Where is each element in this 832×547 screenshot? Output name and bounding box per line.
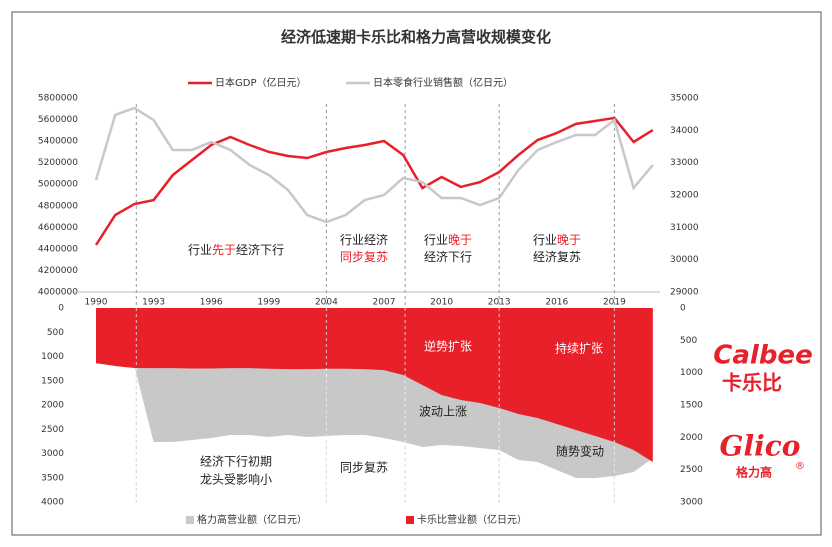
logo: Calbee xyxy=(713,341,812,371)
logo: 卡乐比 xyxy=(722,371,782,395)
y-tick-label: 2500 xyxy=(41,425,64,435)
annotation-part: 经济复苏 xyxy=(533,249,581,264)
y2-tick-label: 29000 xyxy=(670,288,699,298)
annotation-part: 行业 xyxy=(188,243,212,257)
x-tick-label: 1990 xyxy=(85,298,108,308)
y-tick-label: 1500 xyxy=(41,376,64,386)
x-tick-label: 1999 xyxy=(257,298,280,308)
y2-tick-label: 1500 xyxy=(680,401,703,411)
y-tick-label: 0 xyxy=(58,304,64,314)
legend-label: 日本零食行业销售额（亿日元） xyxy=(373,76,513,89)
frame xyxy=(11,11,822,536)
legend-label: 卡乐比营业额（亿日元） xyxy=(417,513,527,526)
y2-tick-label: 32000 xyxy=(670,191,699,201)
y-tick-label: 4600000 xyxy=(38,223,78,233)
annotation: 龙头受影响小 xyxy=(200,472,272,487)
y2-tick-label: 500 xyxy=(680,336,697,346)
y-tick-label: 4800000 xyxy=(38,201,78,211)
y2-tick-label: 30000 xyxy=(670,255,699,265)
x-tick-label: 1996 xyxy=(200,298,223,308)
x-tick-label: 2016 xyxy=(545,298,568,308)
y-tick-label: 4400000 xyxy=(38,244,78,254)
y2-tick-label: 2500 xyxy=(680,465,703,475)
annotation: 同步复苏 xyxy=(340,461,388,475)
annotation: 经济下行初期 xyxy=(200,454,272,469)
annotation-part: 先于 xyxy=(212,243,236,257)
annotation: 行业先于经济下行 xyxy=(188,242,284,257)
legend-swatch xyxy=(406,516,414,524)
series-line xyxy=(94,106,654,224)
y-tick-label: 5800000 xyxy=(38,94,78,104)
y-tick-label: 1000 xyxy=(41,352,64,362)
annotation-part: 同步复苏 xyxy=(340,250,388,264)
annotation-part: 行业 xyxy=(533,233,557,247)
annotation: 同步复苏 xyxy=(340,250,388,264)
y2-tick-label: 31000 xyxy=(670,223,699,233)
x-tick-label: 1993 xyxy=(142,298,165,308)
annotation-part: 行业经济 xyxy=(340,232,388,247)
y2-tick-label: 2000 xyxy=(680,433,703,443)
y-tick-label: 4200000 xyxy=(38,266,78,276)
y-tick-label: 4000 xyxy=(41,498,64,508)
y2-tick-label: 1000 xyxy=(680,368,703,378)
annotation-part: 晚于 xyxy=(557,233,581,247)
y-tick-label: 5200000 xyxy=(38,158,78,168)
y-tick-label: 500 xyxy=(47,328,64,338)
logo: ® xyxy=(795,461,805,472)
y2-tick-label: 3000 xyxy=(680,498,703,508)
annotation: 行业晚于 xyxy=(533,233,581,247)
chart-title: 经济低速期卡乐比和格力高营收规模变化 xyxy=(281,28,551,46)
annotation-part: 晚于 xyxy=(448,233,472,247)
annotation: 波动上涨 xyxy=(419,404,467,419)
legend-swatch xyxy=(186,516,194,524)
x-tick-label: 2010 xyxy=(430,298,453,308)
y2-tick-label: 34000 xyxy=(670,126,699,136)
series-area xyxy=(96,308,653,462)
annotation-part: 经济下行 xyxy=(236,242,284,257)
annotation: 持续扩张 xyxy=(555,341,603,356)
y-tick-label: 5000000 xyxy=(38,180,78,190)
logo: Glico xyxy=(720,430,801,463)
y-tick-label: 5600000 xyxy=(38,115,78,125)
logo: 格力高 xyxy=(736,465,772,480)
series-line xyxy=(94,116,654,246)
legend-label: 日本GDP（亿日元） xyxy=(215,76,306,89)
annotation: 经济下行 xyxy=(424,249,472,264)
y2-tick-label: 35000 xyxy=(670,94,699,104)
x-tick-label: 2007 xyxy=(373,298,396,308)
y-tick-label: 4000000 xyxy=(38,288,78,298)
annotation: 随势变动 xyxy=(556,444,604,459)
y-tick-label: 3000 xyxy=(41,449,64,459)
y-tick-label: 3500 xyxy=(41,473,64,483)
annotation-part: 经济下行 xyxy=(424,249,472,264)
y-tick-label: 5400000 xyxy=(38,137,78,147)
annotation-part: 行业 xyxy=(424,233,448,247)
legend-label: 格力高营业额（亿日元） xyxy=(197,513,307,526)
annotation: 行业晚于 xyxy=(424,233,472,247)
annotation: 经济复苏 xyxy=(533,249,581,264)
y2-tick-label: 0 xyxy=(680,304,686,314)
annotation: 行业经济 xyxy=(340,232,388,247)
annotation: 逆势扩张 xyxy=(424,339,472,354)
y2-tick-label: 33000 xyxy=(670,158,699,168)
y-tick-label: 2000 xyxy=(41,401,64,411)
